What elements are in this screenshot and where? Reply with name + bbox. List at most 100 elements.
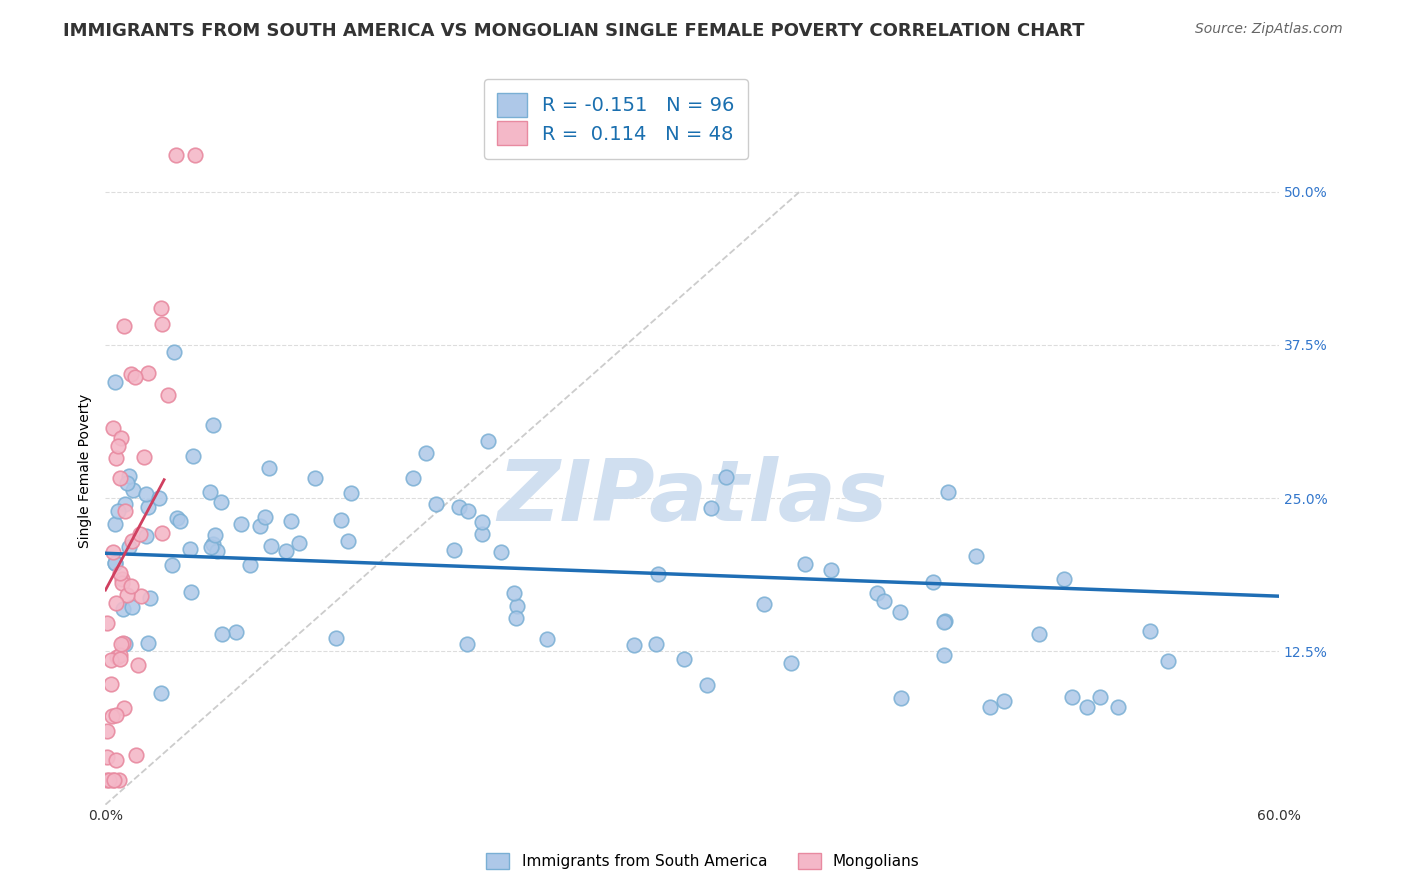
Point (121, 534, 143, 549)
Point (1076, 699, 1098, 714)
Y-axis label: Single Female Poverty: Single Female Poverty (79, 393, 93, 548)
Point (239, 558, 262, 572)
Point (121, 599, 143, 614)
Point (107, 439, 129, 453)
Point (136, 366, 159, 380)
Point (890, 690, 912, 705)
Point (128, 527, 150, 541)
Point (257, 461, 280, 475)
Point (124, 369, 146, 384)
Point (108, 652, 131, 666)
Point (107, 504, 129, 518)
Point (623, 639, 645, 653)
Point (304, 471, 326, 485)
Point (965, 549, 987, 563)
Point (503, 586, 526, 600)
Point (1139, 624, 1161, 639)
Point (209, 495, 232, 509)
Point (794, 557, 817, 571)
Point (1028, 627, 1050, 641)
Point (471, 515, 494, 529)
Point (120, 367, 142, 381)
Point (339, 486, 361, 500)
Point (274, 544, 297, 558)
Point (201, 537, 224, 551)
Point (149, 685, 172, 699)
Point (180, 585, 202, 599)
Point (105, 649, 128, 664)
Point (932, 615, 955, 629)
Point (1062, 690, 1084, 704)
Point (118, 540, 141, 554)
Point (118, 469, 141, 483)
Point (101, 544, 124, 558)
Point (477, 434, 499, 449)
Point (260, 539, 283, 553)
Point (105, 451, 128, 466)
Point (108, 773, 131, 788)
Point (447, 500, 470, 515)
Point (150, 318, 173, 332)
Point (117, 476, 139, 491)
Point (280, 514, 302, 528)
Point (779, 656, 801, 670)
Point (253, 509, 276, 524)
Point (104, 753, 127, 767)
Point (129, 589, 152, 603)
Point (104, 375, 127, 389)
Point (136, 636, 159, 650)
Point (471, 527, 494, 541)
Point (135, 529, 157, 543)
Point (110, 431, 132, 445)
Point (139, 591, 162, 605)
Point (204, 528, 226, 542)
Point (110, 648, 132, 663)
Point (108, 471, 131, 485)
Legend: R = -0.151   N = 96, R =  0.114   N = 48: R = -0.151 N = 96, R = 0.114 N = 48 (484, 79, 748, 159)
Point (148, 491, 170, 505)
Point (115, 588, 138, 602)
Point (936, 484, 959, 499)
Point (889, 605, 911, 619)
Point (165, 148, 187, 162)
Point (489, 545, 512, 559)
Point (330, 513, 353, 527)
Point (132, 450, 155, 465)
Point (645, 638, 668, 652)
Point (111, 572, 134, 586)
Point (202, 417, 225, 432)
Point (505, 610, 527, 624)
Point (112, 319, 135, 334)
Point (922, 574, 945, 589)
Point (325, 631, 347, 645)
Point (157, 388, 180, 402)
Point (124, 747, 146, 762)
Point (696, 677, 718, 691)
Point (114, 637, 136, 651)
Point (96, 616, 118, 631)
Point (169, 514, 191, 528)
Point (249, 518, 271, 533)
Point (979, 699, 1001, 714)
Point (200, 540, 222, 554)
Point (647, 566, 669, 581)
Point (820, 563, 842, 577)
Point (932, 648, 955, 663)
Point (108, 566, 131, 581)
Point (105, 708, 128, 723)
Point (1108, 699, 1130, 714)
Point (225, 625, 247, 640)
Point (111, 576, 134, 591)
Point (104, 556, 127, 570)
Point (536, 632, 558, 646)
Point (1053, 573, 1076, 587)
Point (211, 627, 233, 641)
Point (122, 483, 145, 497)
Point (96, 723, 118, 738)
Point (101, 421, 124, 435)
Point (457, 504, 479, 518)
Point (866, 586, 889, 600)
Point (1156, 654, 1178, 668)
Point (100, 653, 122, 667)
Point (150, 525, 173, 540)
